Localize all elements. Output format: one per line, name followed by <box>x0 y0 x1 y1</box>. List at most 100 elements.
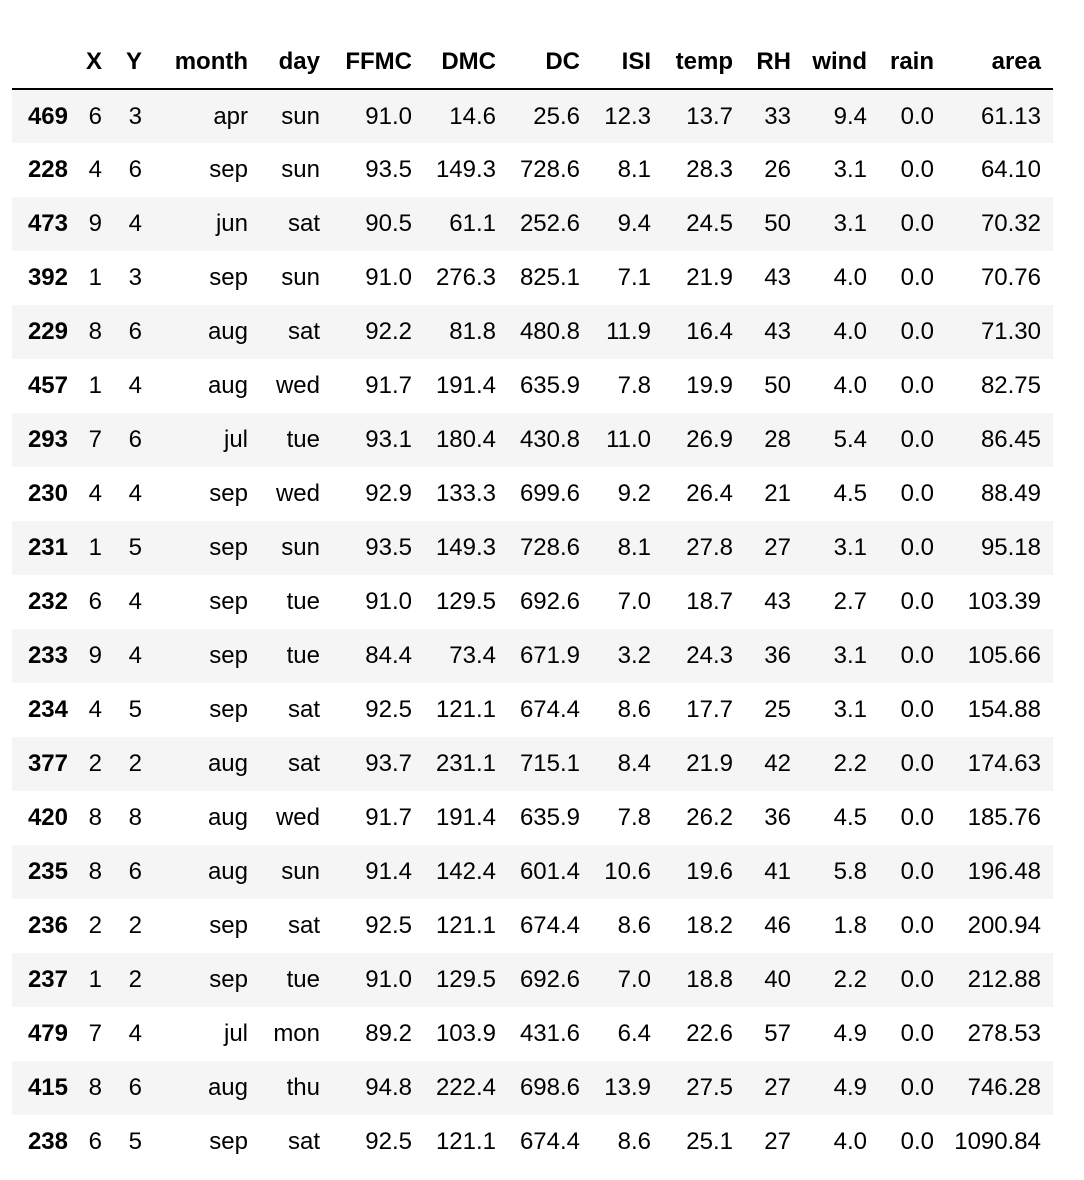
table-cell: 26.4 <box>686 480 733 507</box>
table-cell: 278.53 <box>967 1020 1041 1047</box>
table-cell: 635.9 <box>519 804 580 831</box>
table-cell: sep <box>209 264 248 291</box>
table-cell: 7.0 <box>617 588 651 615</box>
table-cell: 36 <box>764 642 791 669</box>
table-cell: wed <box>275 480 320 507</box>
table-cell: 6 <box>128 318 142 345</box>
table-cell: 16.4 <box>686 318 733 345</box>
table-cell: 480.8 <box>519 318 580 345</box>
table-cell: 149.3 <box>435 156 496 183</box>
table-cell: jul <box>223 426 248 453</box>
table-cell: 19.6 <box>686 858 733 885</box>
table-cell: 93.5 <box>365 534 412 561</box>
table-cell: sun <box>281 858 320 885</box>
table-cell: 674.4 <box>519 912 580 939</box>
table-cell: 18.7 <box>686 588 733 615</box>
table-cell: 5 <box>128 1128 142 1155</box>
table-row: 479 7 4 jul mon 89.2 103.9 431.6 6.4 22.6 57 4.9 0.0… <box>12 1007 1053 1061</box>
table-cell: 7.1 <box>617 264 651 291</box>
table-cell: 61.13 <box>980 102 1041 130</box>
table-cell: 103.9 <box>435 1020 496 1047</box>
table-cell: 93.7 <box>365 750 412 777</box>
table-cell: 0.0 <box>900 156 934 183</box>
column-header: Y <box>114 36 154 90</box>
table-cell: 27.5 <box>686 1074 733 1101</box>
table-row: 238 6 5 sep sat 92.5 121.1 674.4 8.6 25.1 27 4.0 0.0… <box>12 1115 1053 1169</box>
table-cell: tue <box>286 642 320 669</box>
table-cell: 7.8 <box>617 804 651 831</box>
table-row: 415 8 6 aug thu 94.8 222.4 698.6 13.9 27.5 27 4.9 0.… <box>12 1061 1053 1115</box>
table-cell: 18.2 <box>686 912 733 939</box>
table-row: 420 8 8 aug wed 91.7 191.4 635.9 7.8 26.2 36 4.5 0.0… <box>12 791 1053 845</box>
table-cell: 5.4 <box>833 426 867 453</box>
table-cell: sat <box>287 1128 320 1155</box>
row-index: 236 <box>27 912 68 939</box>
table-cell: 5 <box>128 534 142 561</box>
row-index: 231 <box>27 534 68 561</box>
table-cell: 50 <box>764 210 791 237</box>
table-cell: 699.6 <box>519 480 580 507</box>
table-cell: 91.7 <box>365 372 412 399</box>
table-cell: tue <box>286 588 320 615</box>
table-cell: 71.30 <box>980 318 1041 345</box>
table-cell: aug <box>207 1074 248 1101</box>
table-cell: 33 <box>764 102 791 130</box>
table-cell: 4 <box>128 1020 142 1047</box>
table-cell: 3.1 <box>833 696 867 723</box>
table-cell: 7.0 <box>617 966 651 993</box>
table-cell: 2 <box>88 912 102 939</box>
table-cell: aug <box>207 750 248 777</box>
table-cell: 4.0 <box>833 1128 867 1155</box>
table-cell: sep <box>209 534 248 561</box>
table-cell: aug <box>207 318 248 345</box>
table-cell: 129.5 <box>435 588 496 615</box>
row-index: 293 <box>27 426 68 453</box>
table-cell: 0.0 <box>900 750 934 777</box>
table-cell: 4 <box>128 588 142 615</box>
table-cell: 27 <box>764 1128 791 1155</box>
table-cell: 92.5 <box>365 696 412 723</box>
table-cell: 4.0 <box>833 372 867 399</box>
table-cell: 8 <box>88 858 102 885</box>
table-cell: 7 <box>88 1020 102 1047</box>
table-row: 236 2 2 sep sat 92.5 121.1 674.4 8.6 18.2 46 1.8 0.0… <box>12 899 1053 953</box>
table-cell: 9.4 <box>833 102 867 130</box>
table-cell: 93.1 <box>365 426 412 453</box>
table-cell: 92.5 <box>365 1128 412 1155</box>
table-cell: 0.0 <box>900 804 934 831</box>
table-cell: 27 <box>764 534 791 561</box>
table-cell: 81.8 <box>449 318 496 345</box>
table-row: 237 1 2 sep tue 91.0 129.5 692.6 7.0 18.8 40 2.2 0.0… <box>12 953 1053 1007</box>
table-cell: sep <box>209 912 248 939</box>
table-cell: 635.9 <box>519 372 580 399</box>
row-index: 232 <box>27 588 68 615</box>
table-cell: 4.9 <box>833 1020 867 1047</box>
table-cell: 0.0 <box>900 102 934 130</box>
table-row: 234 4 5 sep sat 92.5 121.1 674.4 8.6 17.7 25 3.1 0.0… <box>12 683 1053 737</box>
table-cell: 0.0 <box>900 1074 934 1101</box>
index-column-header <box>12 36 80 90</box>
table-cell: sat <box>287 318 320 345</box>
table-cell: 7 <box>88 426 102 453</box>
table-cell: sat <box>287 750 320 777</box>
table-cell: 5 <box>128 696 142 723</box>
table-cell: sun <box>281 264 320 291</box>
table-cell: 4 <box>128 210 142 237</box>
table-cell: 4.5 <box>833 480 867 507</box>
table-cell: 431.6 <box>519 1020 580 1047</box>
row-index: 415 <box>27 1074 68 1101</box>
table-cell: 40 <box>764 966 791 993</box>
table-cell: 82.75 <box>980 372 1041 399</box>
table-cell: 4.0 <box>833 264 867 291</box>
table-cell: 121.1 <box>435 912 496 939</box>
table-cell: 1.8 <box>833 912 867 939</box>
table-cell: 191.4 <box>435 372 496 399</box>
table-cell: sat <box>287 912 320 939</box>
table-cell: 149.3 <box>435 534 496 561</box>
table-cell: 89.2 <box>365 1020 412 1047</box>
table-cell: 746.28 <box>967 1074 1041 1101</box>
row-index: 420 <box>27 804 68 831</box>
table-cell: 0.0 <box>900 318 934 345</box>
table-cell: 26 <box>764 156 791 183</box>
